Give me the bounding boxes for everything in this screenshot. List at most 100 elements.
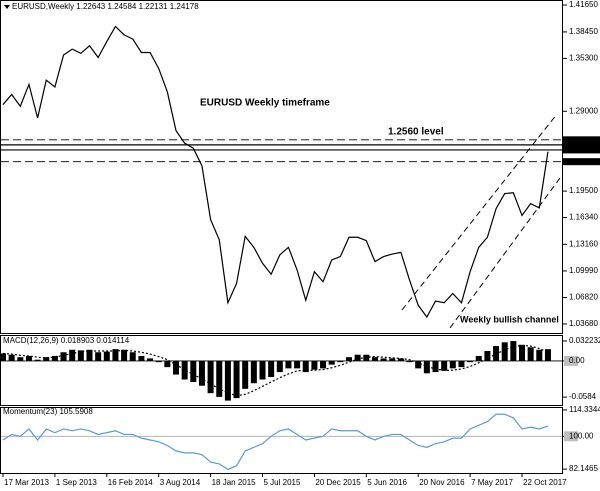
macd-bar bbox=[181, 360, 188, 380]
annotation: Weekly bullish channel bbox=[460, 314, 559, 324]
macd-bar bbox=[406, 360, 413, 363]
price-panel bbox=[0, 0, 563, 334]
macd-bar bbox=[242, 360, 249, 389]
macd-bar bbox=[268, 360, 275, 378]
y-tick-label: 1.41650 bbox=[569, 0, 598, 9]
macd-bar bbox=[198, 360, 205, 386]
y-tick-label: 0.032232 bbox=[569, 336, 600, 345]
x-tick-label: 17 Mar 2013 bbox=[4, 478, 49, 487]
macd-bar bbox=[294, 360, 301, 369]
macd-bar bbox=[112, 349, 119, 361]
macd-bar bbox=[354, 354, 361, 361]
y-tick-label: 114.3344 bbox=[569, 405, 600, 414]
level-label: 1.25000 bbox=[567, 142, 592, 149]
macd-bar bbox=[397, 358, 404, 361]
price-line bbox=[2, 25, 549, 319]
macd-bar bbox=[0, 353, 6, 361]
y-tick-label: 100.00 bbox=[569, 431, 594, 440]
label-box bbox=[564, 431, 578, 442]
macd-bar bbox=[501, 342, 508, 361]
macd-bar bbox=[510, 341, 517, 361]
macd-bar bbox=[121, 349, 128, 361]
macd-bar bbox=[363, 354, 370, 361]
x-tick-label: 1 Sep 2013 bbox=[56, 478, 97, 487]
macd-bar bbox=[129, 352, 136, 361]
macd-bar bbox=[467, 360, 474, 363]
x-tick-label: 18 Jan 2015 bbox=[212, 478, 257, 487]
x-tick-label: 7 May 2017 bbox=[471, 478, 513, 487]
macd-bar bbox=[250, 360, 257, 384]
macd-bar bbox=[103, 351, 110, 361]
macd-bar bbox=[415, 360, 422, 369]
macd-bar bbox=[311, 360, 318, 370]
macd-bar bbox=[8, 354, 15, 361]
y-tick-label: 1.03680 bbox=[569, 319, 598, 328]
macd-bar bbox=[380, 358, 387, 361]
macd-bar bbox=[527, 347, 534, 361]
macd-bar bbox=[328, 360, 335, 365]
y-tick-label: 82.1465 bbox=[569, 464, 598, 473]
x-tick-label: 16 Feb 2014 bbox=[108, 478, 153, 487]
macd-bar bbox=[458, 360, 465, 368]
macd-bar bbox=[17, 357, 24, 361]
momentum-panel bbox=[0, 407, 563, 474]
macd-bar bbox=[371, 357, 378, 361]
macd-bar bbox=[423, 360, 430, 374]
x-tick-label: 5 Jun 2016 bbox=[367, 478, 407, 487]
y-tick-label: 1.16340 bbox=[569, 213, 598, 222]
macd-bar bbox=[484, 351, 491, 361]
macd-bar bbox=[216, 360, 223, 397]
macd-bar bbox=[519, 344, 525, 361]
macd-bar bbox=[302, 360, 309, 373]
macd-bar bbox=[43, 357, 50, 361]
momentum-title: Momentum(23) 105.5908 bbox=[3, 407, 93, 416]
label-box bbox=[564, 355, 578, 366]
macd-bar bbox=[60, 352, 67, 361]
macd-bar bbox=[544, 349, 551, 361]
level-label: 1.23000 bbox=[567, 159, 592, 166]
macd-title: MACD(12,26,9) 0.018903 0.014114 bbox=[3, 336, 130, 345]
level-label: 1.24400 bbox=[567, 147, 592, 154]
x-tick-label: 20 Nov 2016 bbox=[419, 478, 465, 487]
x-tick-label: 3 Aug 2014 bbox=[160, 478, 201, 487]
macd-bar bbox=[224, 360, 231, 401]
macd-bar bbox=[441, 360, 448, 371]
macd-bar bbox=[69, 349, 76, 361]
y-tick-label: 1.29000 bbox=[569, 106, 598, 115]
y-tick-label: -0.0584 bbox=[569, 392, 597, 401]
macd-bar bbox=[475, 355, 482, 361]
level-box bbox=[563, 146, 600, 154]
macd-bar bbox=[276, 360, 283, 373]
macd-bar bbox=[346, 357, 352, 361]
price-title: EURUSD,Weekly 1.22643 1.24584 1.22131 1.… bbox=[12, 2, 199, 11]
y-tick-label: 1.19500 bbox=[569, 186, 598, 195]
macd-bar bbox=[164, 360, 171, 368]
macd-bar bbox=[138, 355, 145, 361]
y-tick-label: 1.13160 bbox=[569, 239, 598, 248]
level-box bbox=[563, 158, 600, 166]
y-tick-label: 1.06820 bbox=[569, 293, 598, 302]
price-line bbox=[2, 413, 549, 471]
macd-bar bbox=[34, 359, 41, 361]
macd-bar bbox=[536, 349, 543, 361]
macd-bar bbox=[147, 358, 154, 361]
macd-bar bbox=[320, 360, 327, 369]
y-tick-label: 0.00 bbox=[569, 356, 585, 365]
macd-bar bbox=[95, 352, 102, 361]
annotation: 1.2560 level bbox=[388, 127, 444, 138]
macd-bar bbox=[285, 360, 292, 369]
y-tick-label: 1.09990 bbox=[569, 266, 598, 275]
macd-bar bbox=[233, 360, 240, 399]
level-label: 1.25600 bbox=[567, 137, 592, 144]
annotation: EURUSD Weekly timeframe bbox=[200, 98, 330, 109]
macd-bar bbox=[155, 360, 162, 363]
macd-bar bbox=[259, 360, 266, 380]
macd-bar bbox=[449, 360, 456, 369]
macd-bar bbox=[190, 360, 197, 382]
x-tick-label: 5 Jul 2015 bbox=[264, 478, 301, 487]
macd-bar bbox=[207, 360, 214, 394]
macd-bar bbox=[51, 355, 58, 361]
macd-bar bbox=[25, 355, 32, 361]
